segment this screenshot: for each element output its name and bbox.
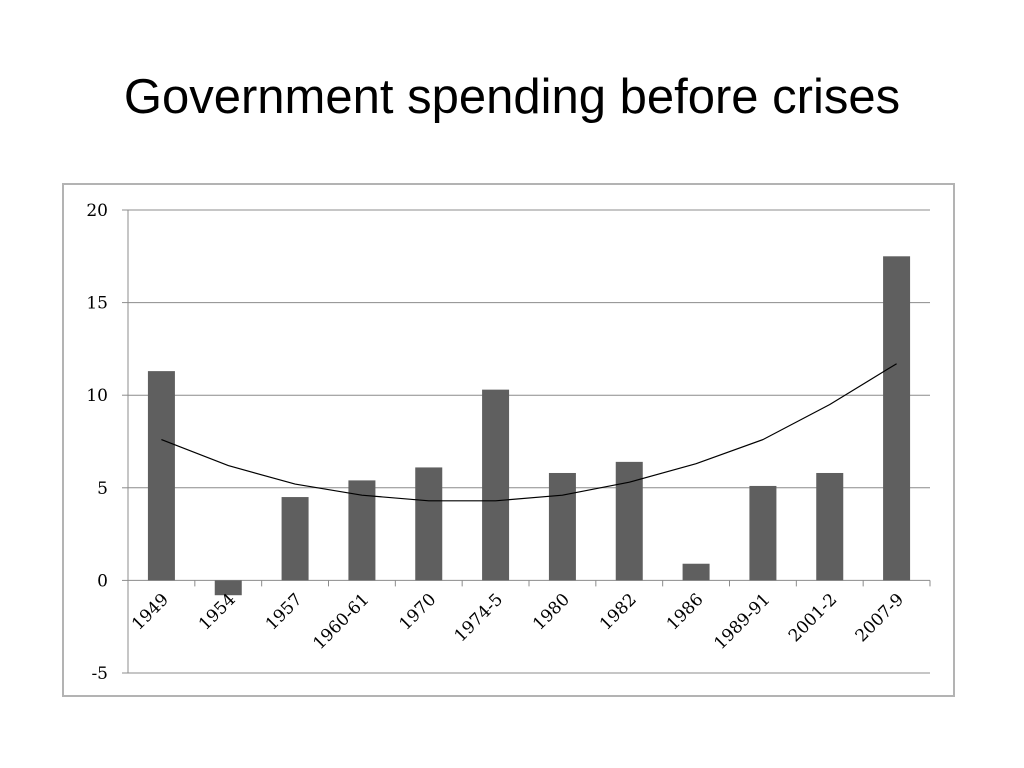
axes [122,209,931,674]
y-tick-label: 10 [86,386,108,406]
x-category-label: 1989-91 [710,590,774,654]
x-category-label: 1949 [128,590,173,635]
bar-2007-9 [883,256,911,581]
trendline-group [161,363,897,502]
x-category-label: 1982 [596,590,641,635]
bar-2001-2 [816,472,844,581]
y-tick-label: -5 [91,664,108,684]
x-category-label: 1960-61 [309,590,373,654]
bar-1980 [548,472,576,581]
x-category-label: 2007-9 [852,590,908,646]
slide-title: Government spending before crises [123,70,901,124]
gridlines [128,209,930,674]
x-category-label: 1974-5 [451,590,507,646]
bar-1970 [415,467,443,581]
bar-1974-5 [482,389,510,581]
bar-chart: -5 0 5 10 15 20 1949 1954 1957 1960-61 1970 1974-5 1… [86,201,931,684]
bar-1954 [214,580,242,596]
bar-1989-91 [749,485,777,581]
chart-frame: -5 0 5 10 15 20 1949 1954 1957 1960-61 1970 1974-5 1… [62,183,955,697]
bar-1960-61 [348,480,376,581]
x-category-label: 1986 [663,590,708,635]
x-category-label: 1980 [529,590,574,635]
x-category-label: 1957 [262,590,307,635]
y-tick-label: 0 [97,571,108,591]
x-category-label: 2001-2 [785,590,841,646]
bars [147,256,911,596]
bar-1957 [281,497,309,581]
bar-1986 [682,563,710,581]
y-tick-label: 20 [86,201,108,221]
x-category-label: 1954 [195,590,240,635]
bar-1949 [147,371,175,581]
y-tick-label: 15 [86,294,108,314]
x-category-label: 1970 [396,590,441,635]
trendline [161,363,897,502]
y-tick-label: 5 [97,479,108,499]
